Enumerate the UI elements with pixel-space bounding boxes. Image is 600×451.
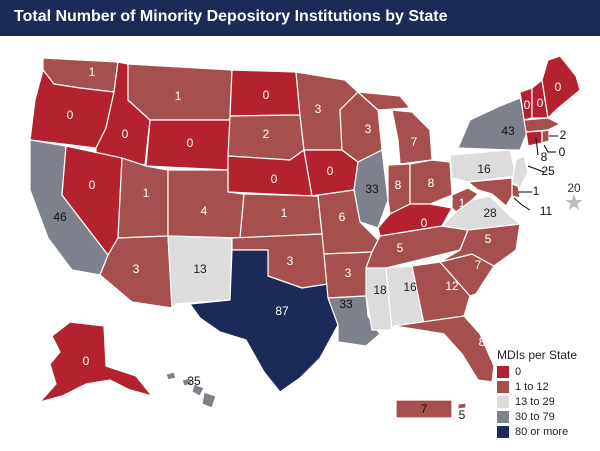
label-CT: 0 xyxy=(559,145,566,159)
state-TX[interactable] xyxy=(189,249,339,393)
label-MS: 18 xyxy=(373,283,387,297)
state-HI-3[interactable] xyxy=(191,383,205,397)
callout-lines xyxy=(513,135,558,211)
label-VT: 0 xyxy=(524,98,531,112)
label-AL: 16 xyxy=(403,280,417,294)
label-OH: 8 xyxy=(428,176,435,190)
label-DC: 20 xyxy=(567,181,581,195)
label-IL: 33 xyxy=(365,182,379,196)
state-CT[interactable] xyxy=(525,130,543,147)
label-NH: 0 xyxy=(537,96,544,110)
legend-swatch xyxy=(497,425,509,438)
label-ME: 0 xyxy=(555,80,562,94)
label-RI: 2 xyxy=(560,128,567,142)
label-NM: 13 xyxy=(193,262,207,276)
label-UT: 1 xyxy=(143,186,150,200)
state-VI[interactable] xyxy=(457,402,467,410)
legend-swatch xyxy=(497,380,509,393)
label-LA: 33 xyxy=(339,297,353,311)
label-NE: 0 xyxy=(271,172,278,186)
dc-star-icon xyxy=(565,194,583,210)
label-TN: 5 xyxy=(397,241,404,255)
state-WV[interactable] xyxy=(451,187,479,213)
label-MD: 11 xyxy=(540,204,553,218)
state-GA[interactable] xyxy=(411,261,471,325)
label-SD: 2 xyxy=(263,127,270,141)
label-HI: 35 xyxy=(187,374,201,388)
label-ID: 0 xyxy=(122,127,129,141)
label-VA: 28 xyxy=(483,206,497,220)
legend-swatch xyxy=(497,395,509,408)
label-MI: 7 xyxy=(411,135,418,149)
label-SC: 7 xyxy=(475,258,482,272)
legend-label: 13 to 29 xyxy=(515,395,555,408)
state-MA[interactable] xyxy=(523,117,561,133)
label-AK: 0 xyxy=(83,354,90,368)
legend-label: 30 to 79 xyxy=(515,410,555,423)
label-KY: 0 xyxy=(421,216,428,230)
label-CO: 4 xyxy=(201,204,208,218)
legend-item: 30 to 79 xyxy=(497,409,597,424)
label-NV: 0 xyxy=(89,178,96,192)
label-NY: 43 xyxy=(501,124,515,138)
label-DE: 1 xyxy=(533,184,540,198)
state-HI-2[interactable] xyxy=(181,377,193,387)
label-IA: 0 xyxy=(327,164,334,178)
state-NJ[interactable] xyxy=(511,155,529,189)
label-AR: 3 xyxy=(345,266,352,280)
label-WV: 1 xyxy=(459,196,466,210)
label-KS: 1 xyxy=(281,206,288,220)
label-MN: 3 xyxy=(315,102,322,116)
legend-item: 13 to 29 xyxy=(497,394,597,409)
label-FL: 8 xyxy=(479,335,486,349)
state-labels: 1 0 0 1 0 0 2 0 3 0 3 7 33 8 8 0 46 0 1 … xyxy=(53,65,581,422)
state-MD[interactable] xyxy=(467,177,513,207)
state-HI-4[interactable] xyxy=(201,391,217,409)
state-MI-upper[interactable] xyxy=(357,91,411,111)
label-AZ: 3 xyxy=(133,262,140,276)
legend: MDIs per State 0 1 to 12 13 to 29 30 to … xyxy=(497,348,597,439)
legend-label: 80 or more xyxy=(515,425,569,438)
label-PA: 16 xyxy=(477,162,491,176)
state-HI-1[interactable] xyxy=(165,371,177,381)
label-MT: 1 xyxy=(175,89,182,103)
label-TX: 87 xyxy=(275,304,289,318)
legend-swatch xyxy=(497,365,509,378)
label-MA: 8 xyxy=(541,150,548,164)
legend-label: 0 xyxy=(515,365,522,378)
label-VI: 5 xyxy=(459,408,466,422)
label-CA: 46 xyxy=(53,210,67,224)
label-MO: 6 xyxy=(339,210,346,224)
legend-item: 0 xyxy=(497,364,597,379)
label-WA: 1 xyxy=(89,65,96,79)
legend-title: MDIs per State xyxy=(497,348,578,362)
state-PR[interactable] xyxy=(395,399,453,419)
label-IN: 8 xyxy=(395,178,402,192)
page-title: Total Number of Minority Depository Inst… xyxy=(14,8,448,25)
state-FL[interactable] xyxy=(393,315,495,383)
label-NJ: 25 xyxy=(541,164,555,178)
state-RI[interactable] xyxy=(541,129,550,144)
label-GA: 12 xyxy=(445,279,459,293)
legend-item: 80 or more xyxy=(497,424,597,439)
label-WY: 0 xyxy=(187,136,194,150)
state-AK[interactable] xyxy=(39,321,153,403)
label-OR: 0 xyxy=(67,108,74,122)
legend-label: 1 to 12 xyxy=(515,380,549,393)
label-WI: 3 xyxy=(365,122,372,136)
label-OK: 3 xyxy=(287,254,294,268)
label-PR: 7 xyxy=(421,402,428,416)
label-ND: 0 xyxy=(263,88,270,102)
legend-item: 1 to 12 xyxy=(497,379,597,394)
title-bar: Total Number of Minority Depository Inst… xyxy=(0,0,600,36)
state-NY[interactable] xyxy=(457,97,529,151)
state-NM[interactable] xyxy=(167,235,233,309)
label-NC: 5 xyxy=(485,232,492,246)
state-ME[interactable] xyxy=(541,55,581,119)
state-PA[interactable] xyxy=(449,149,517,183)
legend-swatch xyxy=(497,410,509,423)
